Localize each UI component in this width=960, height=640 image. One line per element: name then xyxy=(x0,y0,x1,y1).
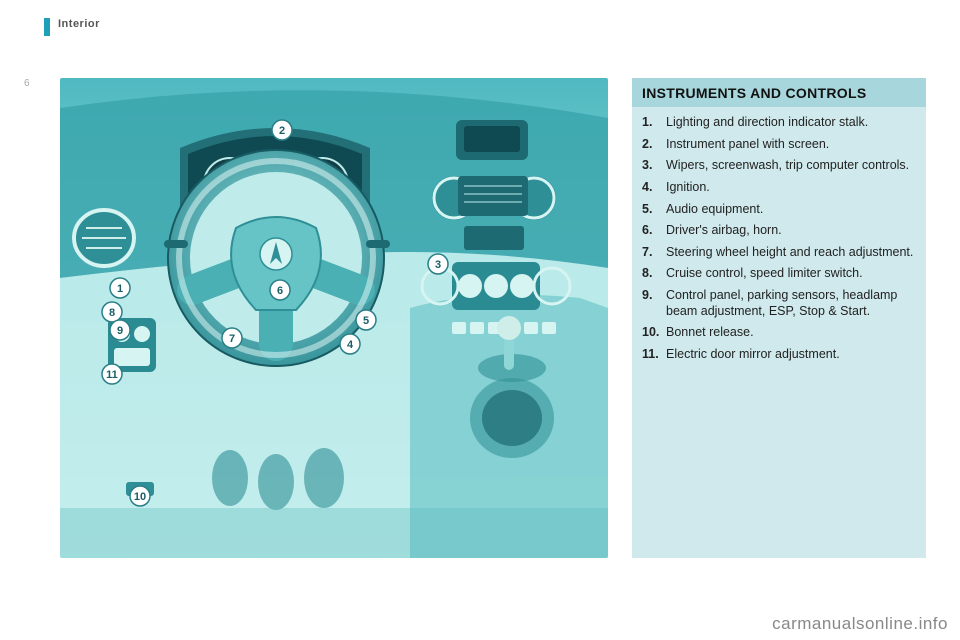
list-item: 8.Cruise control, speed limiter switch. xyxy=(642,266,916,282)
list-item-text: Audio equipment. xyxy=(666,202,916,218)
callout-number: 3 xyxy=(435,259,441,271)
list-item: 11.Electric door mirror adjustment. xyxy=(642,347,916,363)
list-item: 9.Control panel, parking sensors, headla… xyxy=(642,288,916,319)
accent-bar xyxy=(44,18,50,36)
list-item-number: 7. xyxy=(642,245,666,261)
page: Interior 6 xyxy=(0,0,960,640)
callout-number: 8 xyxy=(109,307,115,319)
list-item-text: Cruise control, speed limiter switch. xyxy=(666,266,916,282)
list-item-number: 3. xyxy=(642,158,666,174)
callout-number: 6 xyxy=(277,285,283,297)
list-item: 2.Instrument panel with screen. xyxy=(642,137,916,153)
list-item-text: Lighting and direction indicator stalk. xyxy=(666,115,916,131)
list-item-text: Control panel, parking sensors, headlamp… xyxy=(666,288,916,319)
list-item: 6.Driver's airbag, horn. xyxy=(642,223,916,239)
callout-number: 4 xyxy=(347,339,354,351)
list-item: 5.Audio equipment. xyxy=(642,202,916,218)
list-item: 7.Steering wheel height and reach adjust… xyxy=(642,245,916,261)
list-item: 3.Wipers, screenwash, trip computer cont… xyxy=(642,158,916,174)
list-item: 10.Bonnet release. xyxy=(642,325,916,341)
list-item-text: Ignition. xyxy=(666,180,916,196)
list-item-number: 2. xyxy=(642,137,666,153)
list-item-number: 5. xyxy=(642,202,666,218)
list-item-text: Wipers, screenwash, trip computer contro… xyxy=(666,158,916,174)
list-item-text: Steering wheel height and reach adjustme… xyxy=(666,245,916,261)
watermark: carmanualsonline.info xyxy=(772,614,948,634)
list-item-text: Bonnet release. xyxy=(666,325,916,341)
list-item: 1.Lighting and direction indicator stalk… xyxy=(642,115,916,131)
list-item-number: 1. xyxy=(642,115,666,131)
page-number: 6 xyxy=(24,78,30,89)
list-item-number: 9. xyxy=(642,288,666,319)
list-item: 4.Ignition. xyxy=(642,180,916,196)
controls-list: 1.Lighting and direction indicator stalk… xyxy=(642,115,916,363)
list-item-number: 10. xyxy=(642,325,666,341)
panel-heading: INSTRUMENTS AND CONTROLS xyxy=(632,78,926,107)
section-label: Interior xyxy=(58,18,100,30)
dashboard-diagram: 1234567891011 xyxy=(60,78,608,558)
list-item-number: 11. xyxy=(642,347,666,363)
controls-panel: INSTRUMENTS AND CONTROLS 1.Lighting and … xyxy=(632,78,926,558)
list-item-number: 4. xyxy=(642,180,666,196)
callout-number: 1 xyxy=(117,283,123,295)
list-item-text: Driver's airbag, horn. xyxy=(666,223,916,239)
list-item-number: 6. xyxy=(642,223,666,239)
callout-number: 11 xyxy=(106,369,118,381)
callout-number: 9 xyxy=(117,325,123,337)
list-item-text: Instrument panel with screen. xyxy=(666,137,916,153)
callout-number: 7 xyxy=(229,333,235,345)
list-item-text: Electric door mirror adjustment. xyxy=(666,347,916,363)
callout-number: 10 xyxy=(134,491,146,503)
callout-number: 2 xyxy=(279,125,285,137)
callout-number: 5 xyxy=(363,315,369,327)
list-item-number: 8. xyxy=(642,266,666,282)
